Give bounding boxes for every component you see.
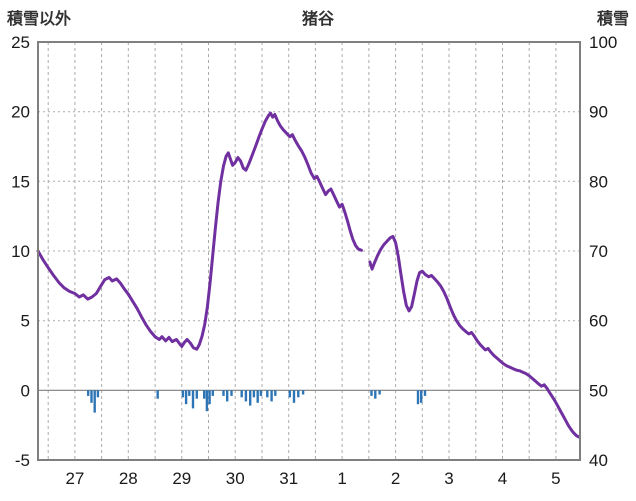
svg-text:5: 5	[21, 312, 30, 331]
svg-text:1: 1	[337, 469, 346, 488]
horizontal-gridlines	[38, 111, 580, 322]
svg-text:28: 28	[119, 469, 138, 488]
right-axis-tick-labels: 100 90 80 70 60 50 40	[589, 33, 617, 470]
svg-text:20: 20	[11, 103, 30, 122]
svg-text:50: 50	[589, 381, 608, 400]
svg-text:4: 4	[498, 469, 507, 488]
left-axis-tick-labels: 25 20 15 10 5 0 -5	[11, 33, 30, 470]
svg-text:80: 80	[589, 172, 608, 191]
svg-text:2: 2	[391, 469, 400, 488]
x-axis-tick-labels: 27 28 29 30 31 1 2 3 4 5	[65, 469, 560, 488]
svg-text:5: 5	[551, 469, 560, 488]
chart-header: 積雪以外 猪谷 積雪	[0, 5, 636, 29]
svg-text:30: 30	[226, 469, 245, 488]
svg-text:90: 90	[589, 103, 608, 122]
svg-text:10: 10	[11, 242, 30, 261]
left-axis-title: 積雪以外	[7, 11, 72, 28]
precipitation-bars	[87, 390, 427, 413]
svg-text:0: 0	[21, 381, 30, 400]
svg-text:-5: -5	[15, 451, 30, 470]
chart-title: 猪谷	[301, 11, 334, 28]
svg-text:60: 60	[589, 312, 608, 331]
svg-text:27: 27	[65, 469, 84, 488]
snow-depth-line	[36, 111, 581, 439]
svg-text:70: 70	[589, 242, 608, 261]
svg-text:3: 3	[444, 469, 453, 488]
plot-border	[37, 41, 581, 461]
svg-text:29: 29	[172, 469, 191, 488]
svg-text:31: 31	[279, 469, 298, 488]
right-axis-title: 積雪	[596, 11, 629, 28]
svg-text:15: 15	[11, 172, 30, 191]
svg-text:25: 25	[11, 33, 30, 52]
svg-text:100: 100	[589, 33, 617, 52]
svg-text:40: 40	[589, 451, 608, 470]
